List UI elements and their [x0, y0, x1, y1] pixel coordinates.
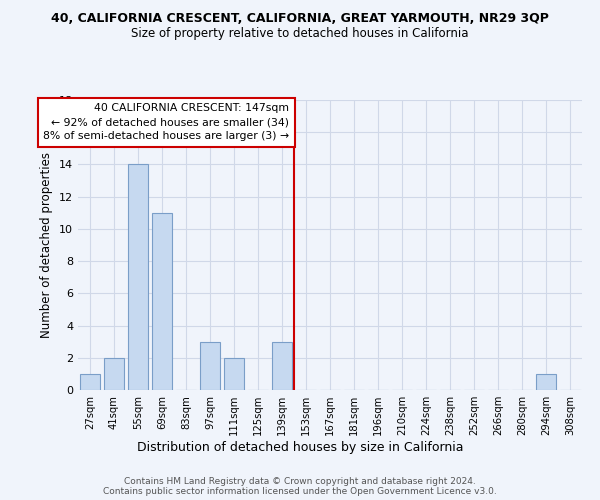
- Bar: [152, 213, 172, 390]
- Bar: [200, 342, 220, 390]
- Text: Distribution of detached houses by size in California: Distribution of detached houses by size …: [137, 441, 463, 454]
- Bar: [80, 374, 100, 390]
- Text: Contains public sector information licensed under the Open Government Licence v3: Contains public sector information licen…: [103, 486, 497, 496]
- Y-axis label: Number of detached properties: Number of detached properties: [40, 152, 53, 338]
- Text: Contains HM Land Registry data © Crown copyright and database right 2024.: Contains HM Land Registry data © Crown c…: [124, 476, 476, 486]
- Bar: [224, 358, 244, 390]
- Text: 40, CALIFORNIA CRESCENT, CALIFORNIA, GREAT YARMOUTH, NR29 3QP: 40, CALIFORNIA CRESCENT, CALIFORNIA, GRE…: [51, 12, 549, 26]
- Bar: [128, 164, 148, 390]
- Text: 40 CALIFORNIA CRESCENT: 147sqm
← 92% of detached houses are smaller (34)
8% of s: 40 CALIFORNIA CRESCENT: 147sqm ← 92% of …: [43, 103, 289, 141]
- Bar: [272, 342, 292, 390]
- Text: Size of property relative to detached houses in California: Size of property relative to detached ho…: [131, 28, 469, 40]
- Bar: [536, 374, 556, 390]
- Bar: [104, 358, 124, 390]
